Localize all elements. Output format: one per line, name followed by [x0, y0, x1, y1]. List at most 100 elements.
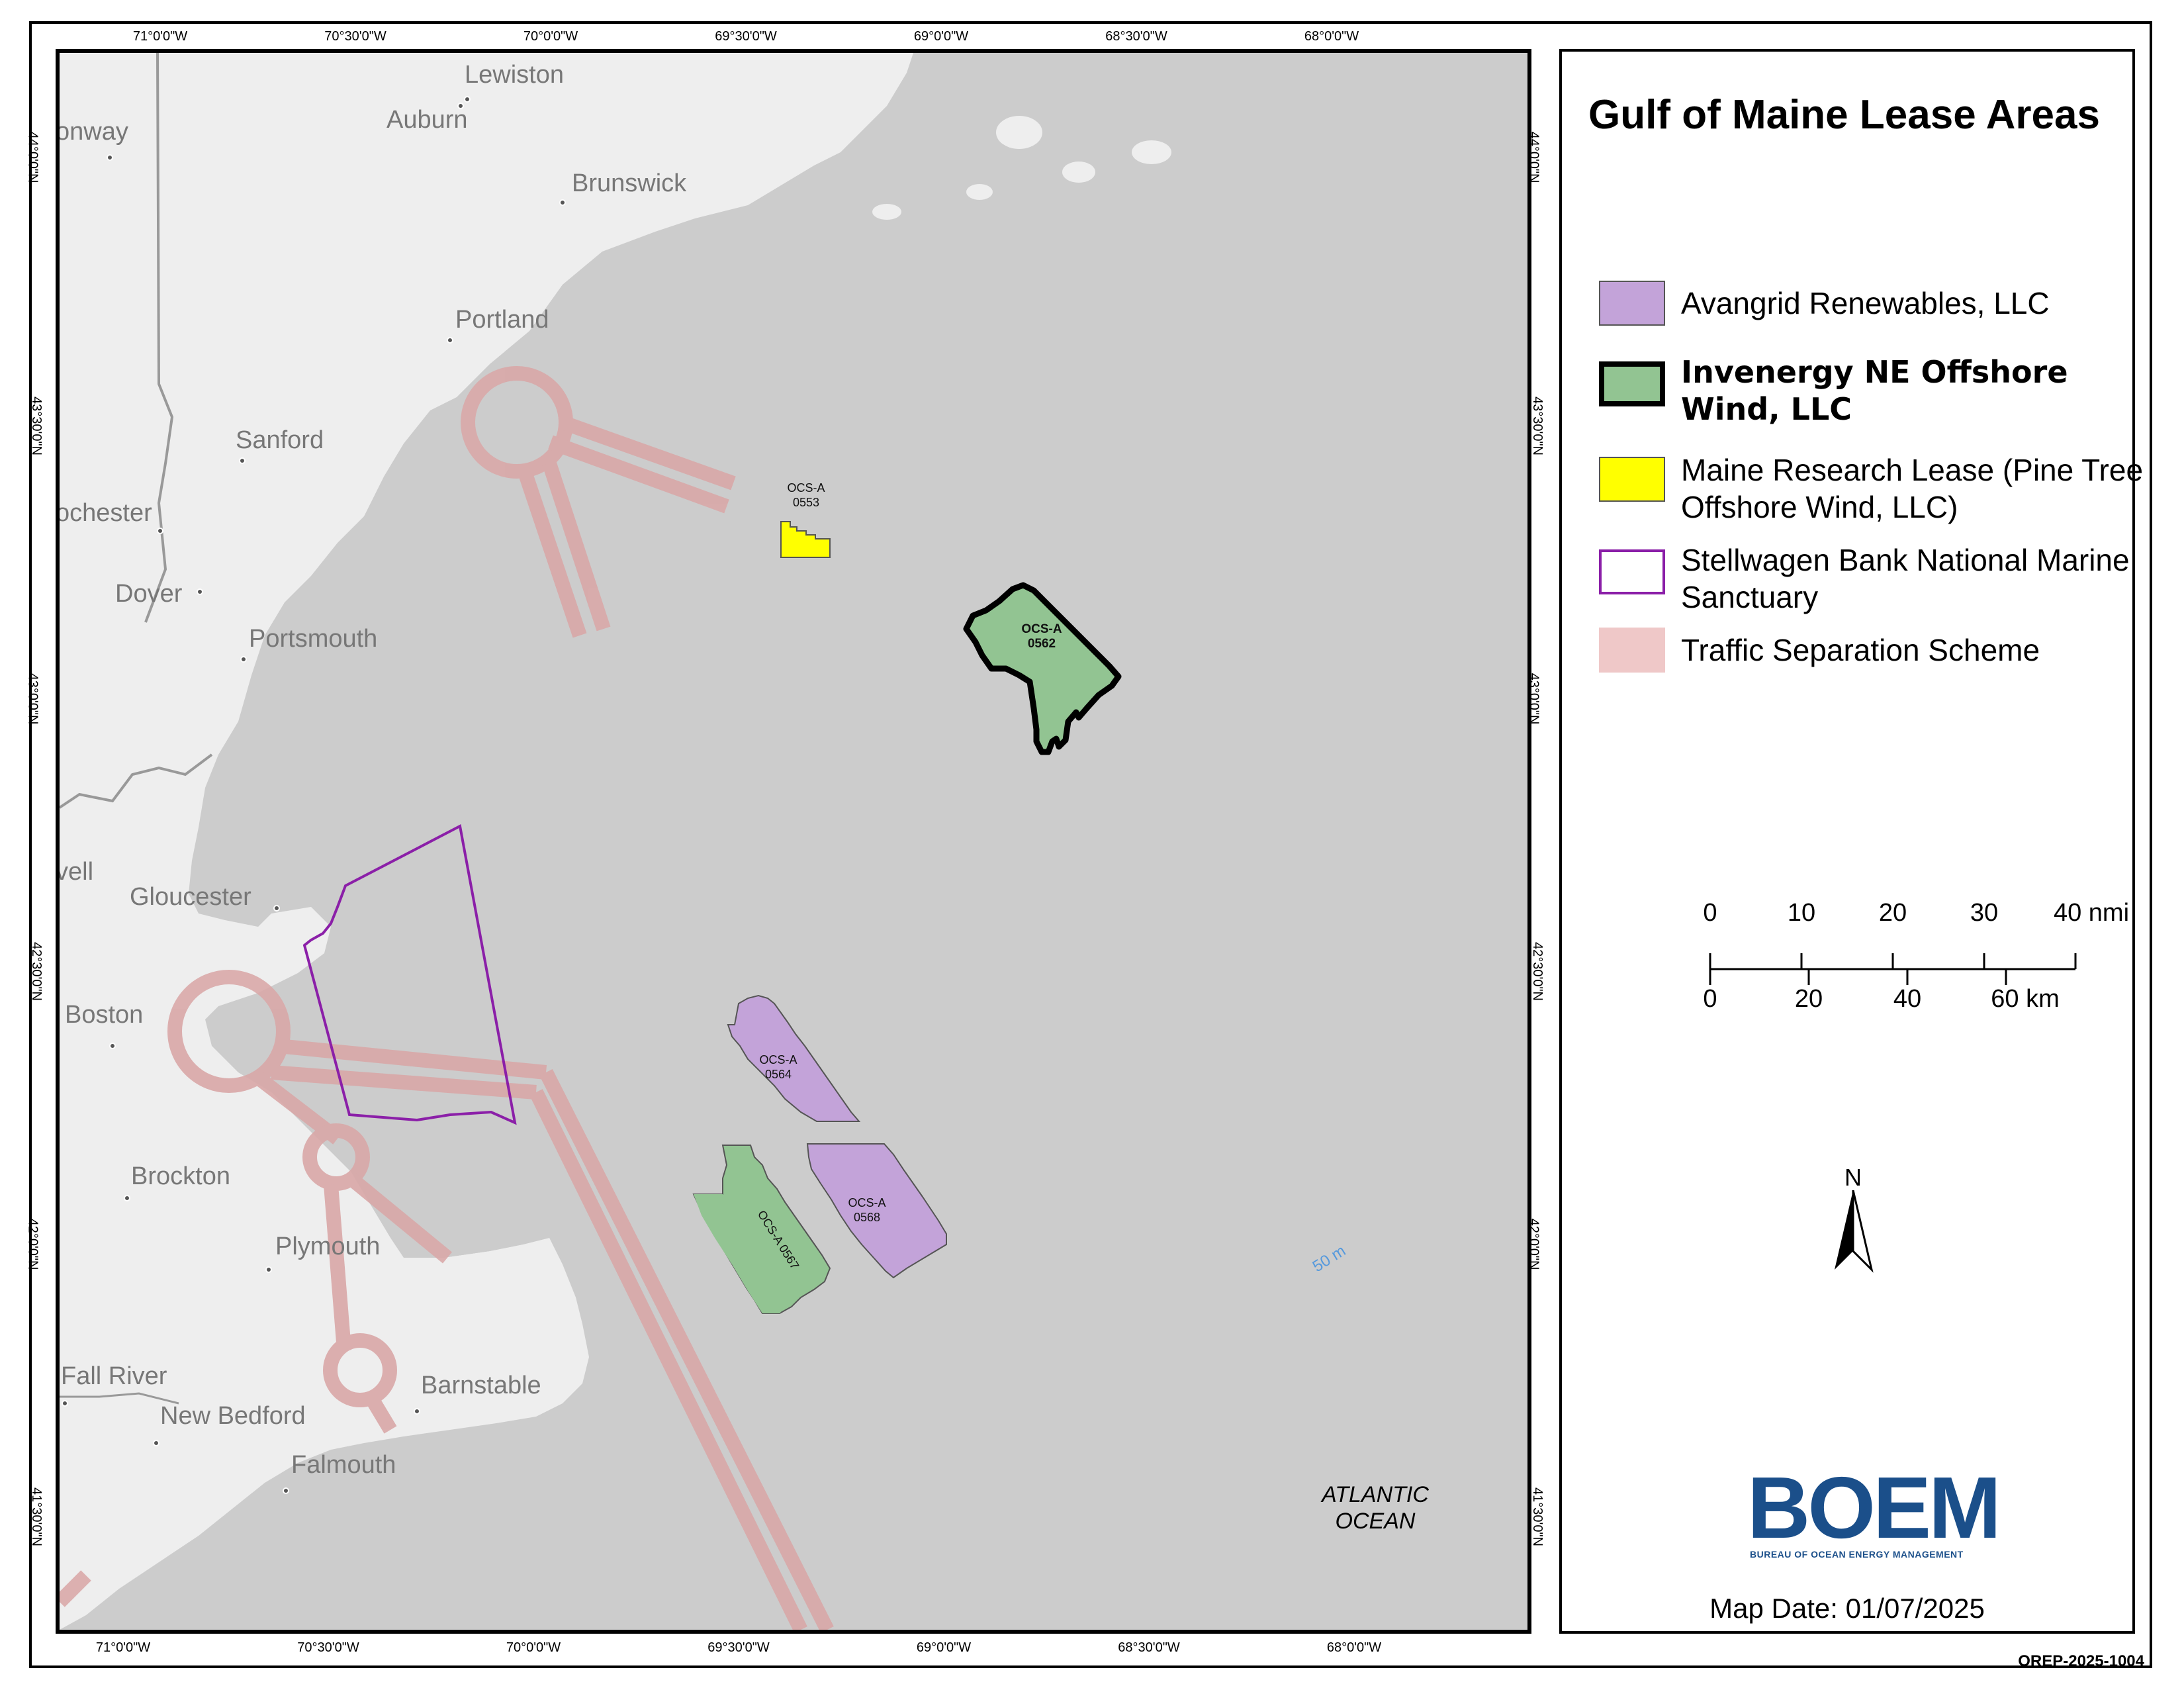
legend-label: Stellwagen Bank National Marine Sanctuar… [1681, 543, 2130, 614]
place-label-fall-river: Fall River [61, 1362, 167, 1390]
state-boundary [60, 753, 213, 809]
land-mass [60, 53, 913, 1630]
north-arrow-icon: N [1820, 1164, 1886, 1276]
map-canvas [60, 53, 1171, 1630]
lease-label-0564: OCS-A 0564 [759, 1053, 797, 1082]
traffic-separation-scheme [60, 366, 834, 1630]
place-label-dover: Dover [115, 580, 183, 608]
city-dot [240, 656, 247, 663]
city-dot [464, 96, 471, 103]
lease-0564[interactable] [727, 994, 861, 1122]
graticule-bottom-label: 70°0'0"W [506, 1640, 561, 1655]
graticule-right-label: 43°30'0"N [1529, 397, 1545, 455]
scale-bar-line [1709, 953, 2077, 985]
city-dot [447, 337, 453, 344]
city-dot [273, 905, 280, 912]
legend-swatch [1599, 281, 1665, 326]
graticule-top-label: 68°30'0"W [1105, 29, 1167, 44]
graticule-bottom-label: 68°0'0"W [1326, 1640, 1382, 1655]
scale-label-nmi: 20 [1878, 899, 1907, 927]
document-id: OREP-2025-1004 [2018, 1652, 2144, 1670]
city-dot [414, 1408, 420, 1415]
north-arrow-shape [1835, 1190, 1874, 1273]
city-dot [457, 103, 464, 109]
graticule-top-label: 69°0'0"W [913, 29, 969, 44]
city-dot [153, 1440, 159, 1446]
place-label-portsmouth: Portsmouth [249, 625, 378, 653]
ocean-label-line: OCEAN [1335, 1509, 1416, 1534]
lease-label-0562: OCS-A 0562 [1021, 622, 1062, 651]
city-dot [283, 1487, 289, 1494]
lease-label-line: 0568 [853, 1211, 881, 1224]
city-dot [107, 154, 113, 161]
place-label-portland: Portland [455, 306, 549, 334]
lease-label-line: OCS-A [787, 481, 825, 494]
graticule-right-label: 41°30'0"N [1529, 1487, 1545, 1546]
lease-label-line: OCS-A [759, 1053, 797, 1066]
lease-0553[interactable] [780, 521, 831, 558]
boem-logo: BOEM BUREAU OF OCEAN ENERGY MANAGEMENT [1747, 1462, 2001, 1561]
graticule-left-label: 42°0'0"N [25, 1218, 40, 1270]
lease-0568[interactable] [806, 1143, 947, 1279]
lease-label-line: 0553 [792, 496, 820, 509]
graticule-left-label: 42°30'0"N [28, 942, 44, 1001]
lease-0562[interactable] [963, 582, 1122, 755]
map-frame[interactable]: Lewiston Auburn onway Brunswick Portland… [56, 49, 1531, 1634]
place-label-rochester: ochester [56, 499, 152, 527]
legend-swatch [1599, 628, 1665, 673]
lease-label-0568: OCS-A 0568 [848, 1196, 886, 1225]
city-dot [124, 1195, 130, 1201]
city-dot [239, 457, 246, 464]
page-border [29, 21, 2152, 1668]
scale-label-nmi: 40 nmi [2053, 899, 2130, 927]
city-dot [109, 1043, 116, 1049]
graticule-bottom-label: 69°30'0"W [707, 1640, 770, 1655]
graticule-left-label: 41°30'0"N [28, 1487, 44, 1546]
place-label-plymouth: Plymouth [275, 1233, 381, 1260]
scale-label-km: 20 [1794, 985, 1823, 1013]
city-dot [265, 1266, 272, 1273]
graticule-right-label: 42°30'0"N [1529, 942, 1545, 1001]
scale-label-nmi: 30 [1970, 899, 1999, 927]
map-date: Map Date: 01/07/2025 [1709, 1593, 1985, 1624]
island [966, 184, 993, 200]
island [1132, 140, 1171, 164]
legend-label: Invenergy NE Offshore Wind, LLC [1681, 354, 2068, 427]
ocean-label: ATLANTIC OCEAN [1322, 1481, 1429, 1534]
island [872, 204, 901, 220]
graticule-top-label: 69°30'0"W [715, 29, 777, 44]
graticule-left-label: 44°0'0"N [25, 131, 40, 183]
legend-label: Traffic Separation Scheme [1681, 633, 2040, 667]
place-label-falmouth: Falmouth [291, 1451, 396, 1479]
state-boundary [144, 53, 174, 623]
lease-label-line: 0562 [1027, 637, 1056, 651]
place-label-brunswick: Brunswick [572, 169, 687, 197]
place-label-gloucester: Gloucester [130, 883, 251, 911]
legend-swatch [1599, 361, 1665, 406]
graticule-bottom-label: 68°30'0"W [1118, 1640, 1180, 1655]
legend-swatch [1599, 457, 1665, 502]
graticule-left-label: 43°0'0"N [25, 673, 40, 725]
graticule-left-label: 43°30'0"N [28, 397, 44, 455]
map-title: Gulf of Maine Lease Areas [1588, 92, 2100, 138]
scale-label-km: 0 [1703, 985, 1717, 1013]
graticule-bottom-label: 69°0'0"W [916, 1640, 972, 1655]
scale-label-km: 40 [1893, 985, 1922, 1013]
place-label-barnstable: Barnstable [421, 1372, 541, 1399]
north-arrow-label: N [1844, 1164, 1862, 1191]
graticule-bottom-label: 70°30'0"W [297, 1640, 359, 1655]
city-dot [157, 528, 163, 534]
stellwagen-sanctuary[interactable] [302, 823, 517, 1125]
city-dot [559, 199, 566, 206]
graticule-top-label: 70°30'0"W [324, 29, 387, 44]
scale-bar: 0 10 20 30 40 nmi 0 20 40 60 km [1628, 899, 2129, 1058]
legend-panel: Gulf of Maine Lease Areas Avangrid Renew… [1559, 49, 2143, 1634]
city-dot [62, 1400, 68, 1407]
scale-label-nmi: 10 [1787, 899, 1816, 927]
place-label-auburn: Auburn [387, 106, 468, 134]
legend-label: Maine Research Lease (Pine Tree Offshore… [1681, 453, 2144, 524]
boem-logo-wordmark: BOEM [1747, 1459, 2001, 1556]
state-boundary [60, 1392, 179, 1405]
place-label-new-bedford: New Bedford [160, 1402, 306, 1430]
place-label-conway: onway [56, 118, 128, 146]
